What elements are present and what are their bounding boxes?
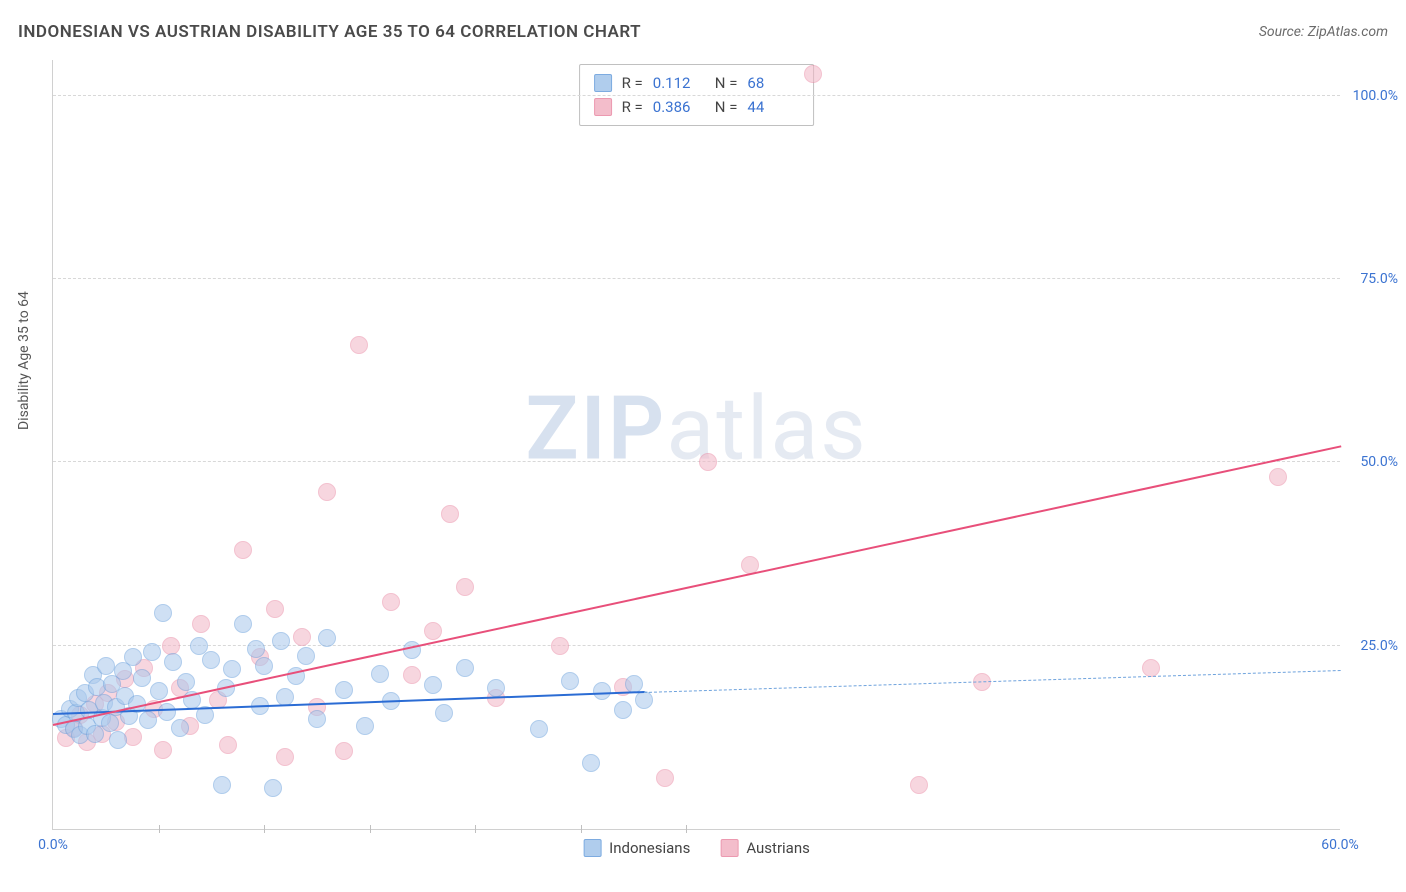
- scatter-point-pink: [1142, 659, 1160, 677]
- x-axis-start-label: 0.0%: [38, 837, 68, 853]
- y-tick-label: 75.0%: [1360, 271, 1398, 287]
- scatter-point-blue: [109, 731, 127, 749]
- scatter-point-pink: [910, 776, 928, 794]
- scatter-point-pink: [804, 65, 822, 83]
- scatter-point-blue: [297, 647, 315, 665]
- scatter-point-pink: [318, 483, 336, 501]
- scatter-point-pink: [234, 541, 252, 559]
- scatter-point-pink: [456, 578, 474, 596]
- scatter-point-blue: [154, 604, 172, 622]
- scatter-point-blue: [133, 669, 151, 687]
- scatter-point-blue: [143, 643, 161, 661]
- swatch-icon: [594, 74, 612, 92]
- source-attribution: Source: ZipAtlas.com: [1259, 24, 1388, 40]
- scatter-point-blue: [190, 637, 208, 655]
- scatter-point-pink: [293, 628, 311, 646]
- scatter-point-pink: [699, 453, 717, 471]
- scatter-point-blue: [424, 676, 442, 694]
- scatter-point-blue: [177, 673, 195, 691]
- y-tick-label: 50.0%: [1360, 454, 1398, 470]
- scatter-point-blue: [487, 679, 505, 697]
- scatter-point-pink: [656, 769, 674, 787]
- scatter-point-blue: [582, 754, 600, 772]
- scatter-point-pink: [382, 593, 400, 611]
- scatter-point-pink: [266, 600, 284, 618]
- scatter-point-blue: [139, 711, 157, 729]
- gridline: [53, 461, 1340, 462]
- x-tick: [370, 825, 371, 833]
- scatter-point-blue: [593, 682, 611, 700]
- scatter-point-blue: [625, 675, 643, 693]
- scatter-point-blue: [456, 659, 474, 677]
- scatter-point-blue: [356, 717, 374, 735]
- x-tick: [581, 825, 582, 833]
- scatter-point-blue: [223, 660, 241, 678]
- scatter-point-pink: [1269, 468, 1287, 486]
- trendline-pink: [53, 446, 1341, 727]
- scatter-point-blue: [635, 691, 653, 709]
- watermark: ZIPatlas: [525, 378, 867, 481]
- x-tick: [264, 825, 265, 833]
- legend-row-blue: R = 0.112 N = 68: [594, 71, 800, 95]
- scatter-point-blue: [272, 632, 290, 650]
- gridline: [53, 95, 1340, 96]
- scatter-point-blue: [561, 672, 579, 690]
- scatter-point-blue: [530, 720, 548, 738]
- scatter-point-blue: [435, 704, 453, 722]
- y-tick-label: 25.0%: [1360, 638, 1398, 654]
- swatch-icon: [594, 98, 612, 116]
- scatter-point-blue: [150, 682, 168, 700]
- y-axis-title: Disability Age 35 to 64: [16, 291, 32, 430]
- scatter-point-blue: [164, 653, 182, 671]
- scatter-point-blue: [247, 640, 265, 658]
- x-tick: [475, 825, 476, 833]
- scatter-point-blue: [255, 657, 273, 675]
- legend-row-pink: R = 0.386 N = 44: [594, 95, 800, 119]
- scatter-point-pink: [219, 736, 237, 754]
- scatter-point-pink: [192, 615, 210, 633]
- scatter-point-blue: [264, 779, 282, 797]
- scatter-point-pink: [276, 748, 294, 766]
- trendline-blue-ext: [644, 670, 1341, 693]
- scatter-point-blue: [335, 681, 353, 699]
- x-tick: [159, 825, 160, 833]
- scatter-point-pink: [424, 622, 442, 640]
- scatter-point-pink: [551, 637, 569, 655]
- scatter-point-blue: [158, 703, 176, 721]
- scatter-point-blue: [318, 629, 336, 647]
- scatter-plot: ZIPatlas R = 0.112 N = 68 R = 0.386 N = …: [52, 60, 1340, 830]
- scatter-point-blue: [124, 648, 142, 666]
- scatter-point-pink: [335, 742, 353, 760]
- chart-title: INDONESIAN VS AUSTRIAN DISABILITY AGE 35…: [18, 22, 641, 42]
- scatter-point-pink: [154, 741, 172, 759]
- scatter-point-blue: [614, 701, 632, 719]
- legend-item-pink: Austrians: [720, 839, 810, 857]
- scatter-point-pink: [441, 505, 459, 523]
- y-tick-label: 100.0%: [1353, 88, 1398, 104]
- gridline: [53, 278, 1340, 279]
- scatter-point-blue: [213, 776, 231, 794]
- legend-item-blue: Indonesians: [583, 839, 690, 857]
- x-axis-end-label: 60.0%: [1321, 837, 1359, 853]
- scatter-point-blue: [234, 615, 252, 633]
- swatch-icon: [720, 839, 738, 857]
- swatch-icon: [583, 839, 601, 857]
- scatter-point-pink: [403, 666, 421, 684]
- scatter-point-blue: [371, 665, 389, 683]
- scatter-point-blue: [308, 710, 326, 728]
- scatter-point-blue: [171, 719, 189, 737]
- scatter-point-blue: [97, 657, 115, 675]
- scatter-point-pink: [350, 336, 368, 354]
- scatter-point-blue: [202, 651, 220, 669]
- x-tick: [686, 825, 687, 833]
- series-legend: Indonesians Austrians: [583, 839, 810, 857]
